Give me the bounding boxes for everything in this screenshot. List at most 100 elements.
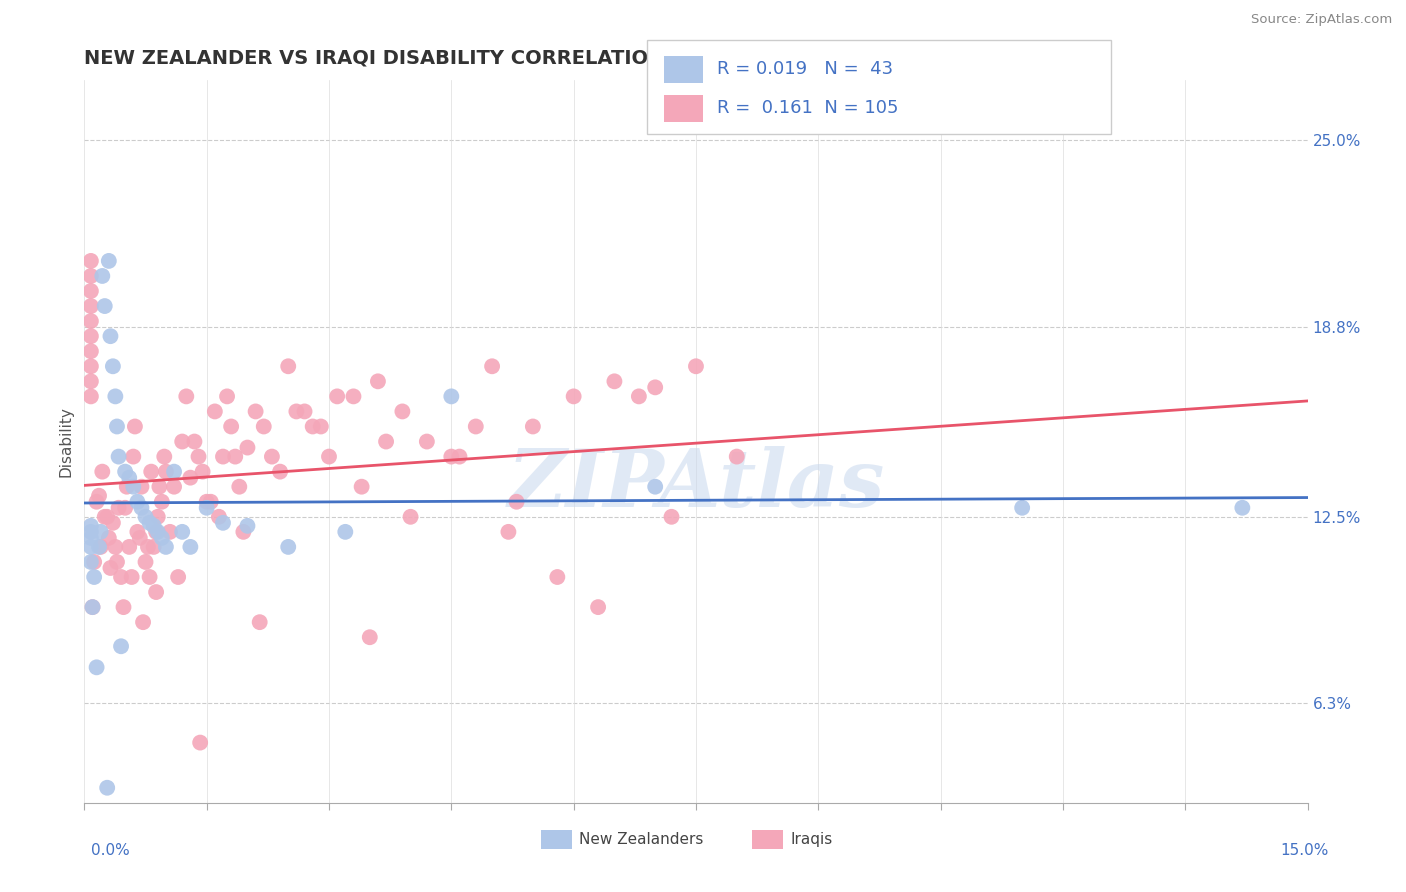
Point xyxy=(112,600,135,615)
Point xyxy=(309,419,332,434)
Point xyxy=(603,374,626,388)
Point xyxy=(150,494,173,508)
Point xyxy=(80,540,103,554)
Point xyxy=(236,441,259,455)
Point xyxy=(150,531,173,545)
Point xyxy=(146,509,169,524)
Point xyxy=(685,359,707,374)
Point xyxy=(135,509,157,524)
Point xyxy=(155,465,177,479)
Point xyxy=(219,419,242,434)
Point xyxy=(135,555,157,569)
Point xyxy=(335,524,357,539)
Point xyxy=(138,570,160,584)
Point xyxy=(142,519,165,533)
Point xyxy=(110,639,132,653)
Point xyxy=(294,404,316,418)
Point xyxy=(80,268,103,283)
Point xyxy=(131,500,153,515)
Point xyxy=(114,465,136,479)
Point xyxy=(253,419,276,434)
Point xyxy=(188,735,211,749)
Point xyxy=(644,380,666,394)
Point xyxy=(142,540,165,554)
Point xyxy=(163,465,186,479)
Point xyxy=(179,540,201,554)
Point xyxy=(145,585,167,599)
Point xyxy=(80,299,103,313)
Point xyxy=(153,450,176,464)
Point xyxy=(80,253,103,268)
Point xyxy=(163,480,186,494)
Point xyxy=(586,600,609,615)
Point xyxy=(80,314,103,328)
Point xyxy=(342,389,364,403)
Point xyxy=(93,299,115,313)
Point xyxy=(145,524,167,539)
Point xyxy=(301,419,323,434)
Point xyxy=(174,389,197,403)
Text: New Zealanders: New Zealanders xyxy=(579,832,703,847)
Point xyxy=(440,389,463,403)
Point xyxy=(90,524,112,539)
Point xyxy=(80,524,103,539)
Point xyxy=(110,570,132,584)
Point xyxy=(644,480,666,494)
Point xyxy=(1232,500,1254,515)
Point xyxy=(80,389,103,403)
Point xyxy=(107,500,129,515)
Point xyxy=(359,630,381,644)
Point xyxy=(208,509,231,524)
Point xyxy=(83,555,105,569)
Point xyxy=(96,780,118,795)
Point xyxy=(195,500,218,515)
Point xyxy=(440,450,463,464)
Y-axis label: Disability: Disability xyxy=(58,406,73,477)
Point xyxy=(212,516,235,530)
Point xyxy=(100,329,122,343)
Text: Source: ZipAtlas.com: Source: ZipAtlas.com xyxy=(1251,13,1392,27)
Point xyxy=(375,434,398,449)
Point xyxy=(141,465,163,479)
Point xyxy=(138,516,160,530)
Point xyxy=(122,450,145,464)
Point xyxy=(146,524,169,539)
Point xyxy=(80,359,103,374)
Text: R =  0.161  N = 105: R = 0.161 N = 105 xyxy=(717,99,898,117)
Point xyxy=(505,494,527,508)
Point xyxy=(93,509,115,524)
Point xyxy=(83,570,105,584)
Point xyxy=(86,494,108,508)
Point xyxy=(80,344,103,359)
Point xyxy=(97,531,120,545)
Point xyxy=(104,540,127,554)
Point xyxy=(249,615,271,630)
Point xyxy=(97,253,120,268)
Point xyxy=(91,465,114,479)
Point xyxy=(80,329,103,343)
Point xyxy=(124,419,146,434)
Point xyxy=(100,561,122,575)
Text: NEW ZEALANDER VS IRAQI DISABILITY CORRELATION CHART: NEW ZEALANDER VS IRAQI DISABILITY CORREL… xyxy=(84,48,745,68)
Text: 15.0%: 15.0% xyxy=(1281,843,1329,858)
Point xyxy=(522,419,544,434)
Point xyxy=(80,284,103,298)
Point xyxy=(260,450,283,464)
Point xyxy=(118,540,141,554)
Point xyxy=(183,434,205,449)
Point xyxy=(627,389,650,403)
Point xyxy=(245,404,267,418)
Point xyxy=(80,519,103,533)
Point xyxy=(105,555,128,569)
Point xyxy=(546,570,568,584)
Point xyxy=(118,470,141,484)
Point xyxy=(269,465,291,479)
Point xyxy=(127,494,149,508)
Point xyxy=(122,480,145,494)
Point xyxy=(277,359,299,374)
Point xyxy=(498,524,520,539)
Point xyxy=(217,389,239,403)
Point xyxy=(82,600,104,615)
Point xyxy=(367,374,389,388)
Point xyxy=(101,516,124,530)
